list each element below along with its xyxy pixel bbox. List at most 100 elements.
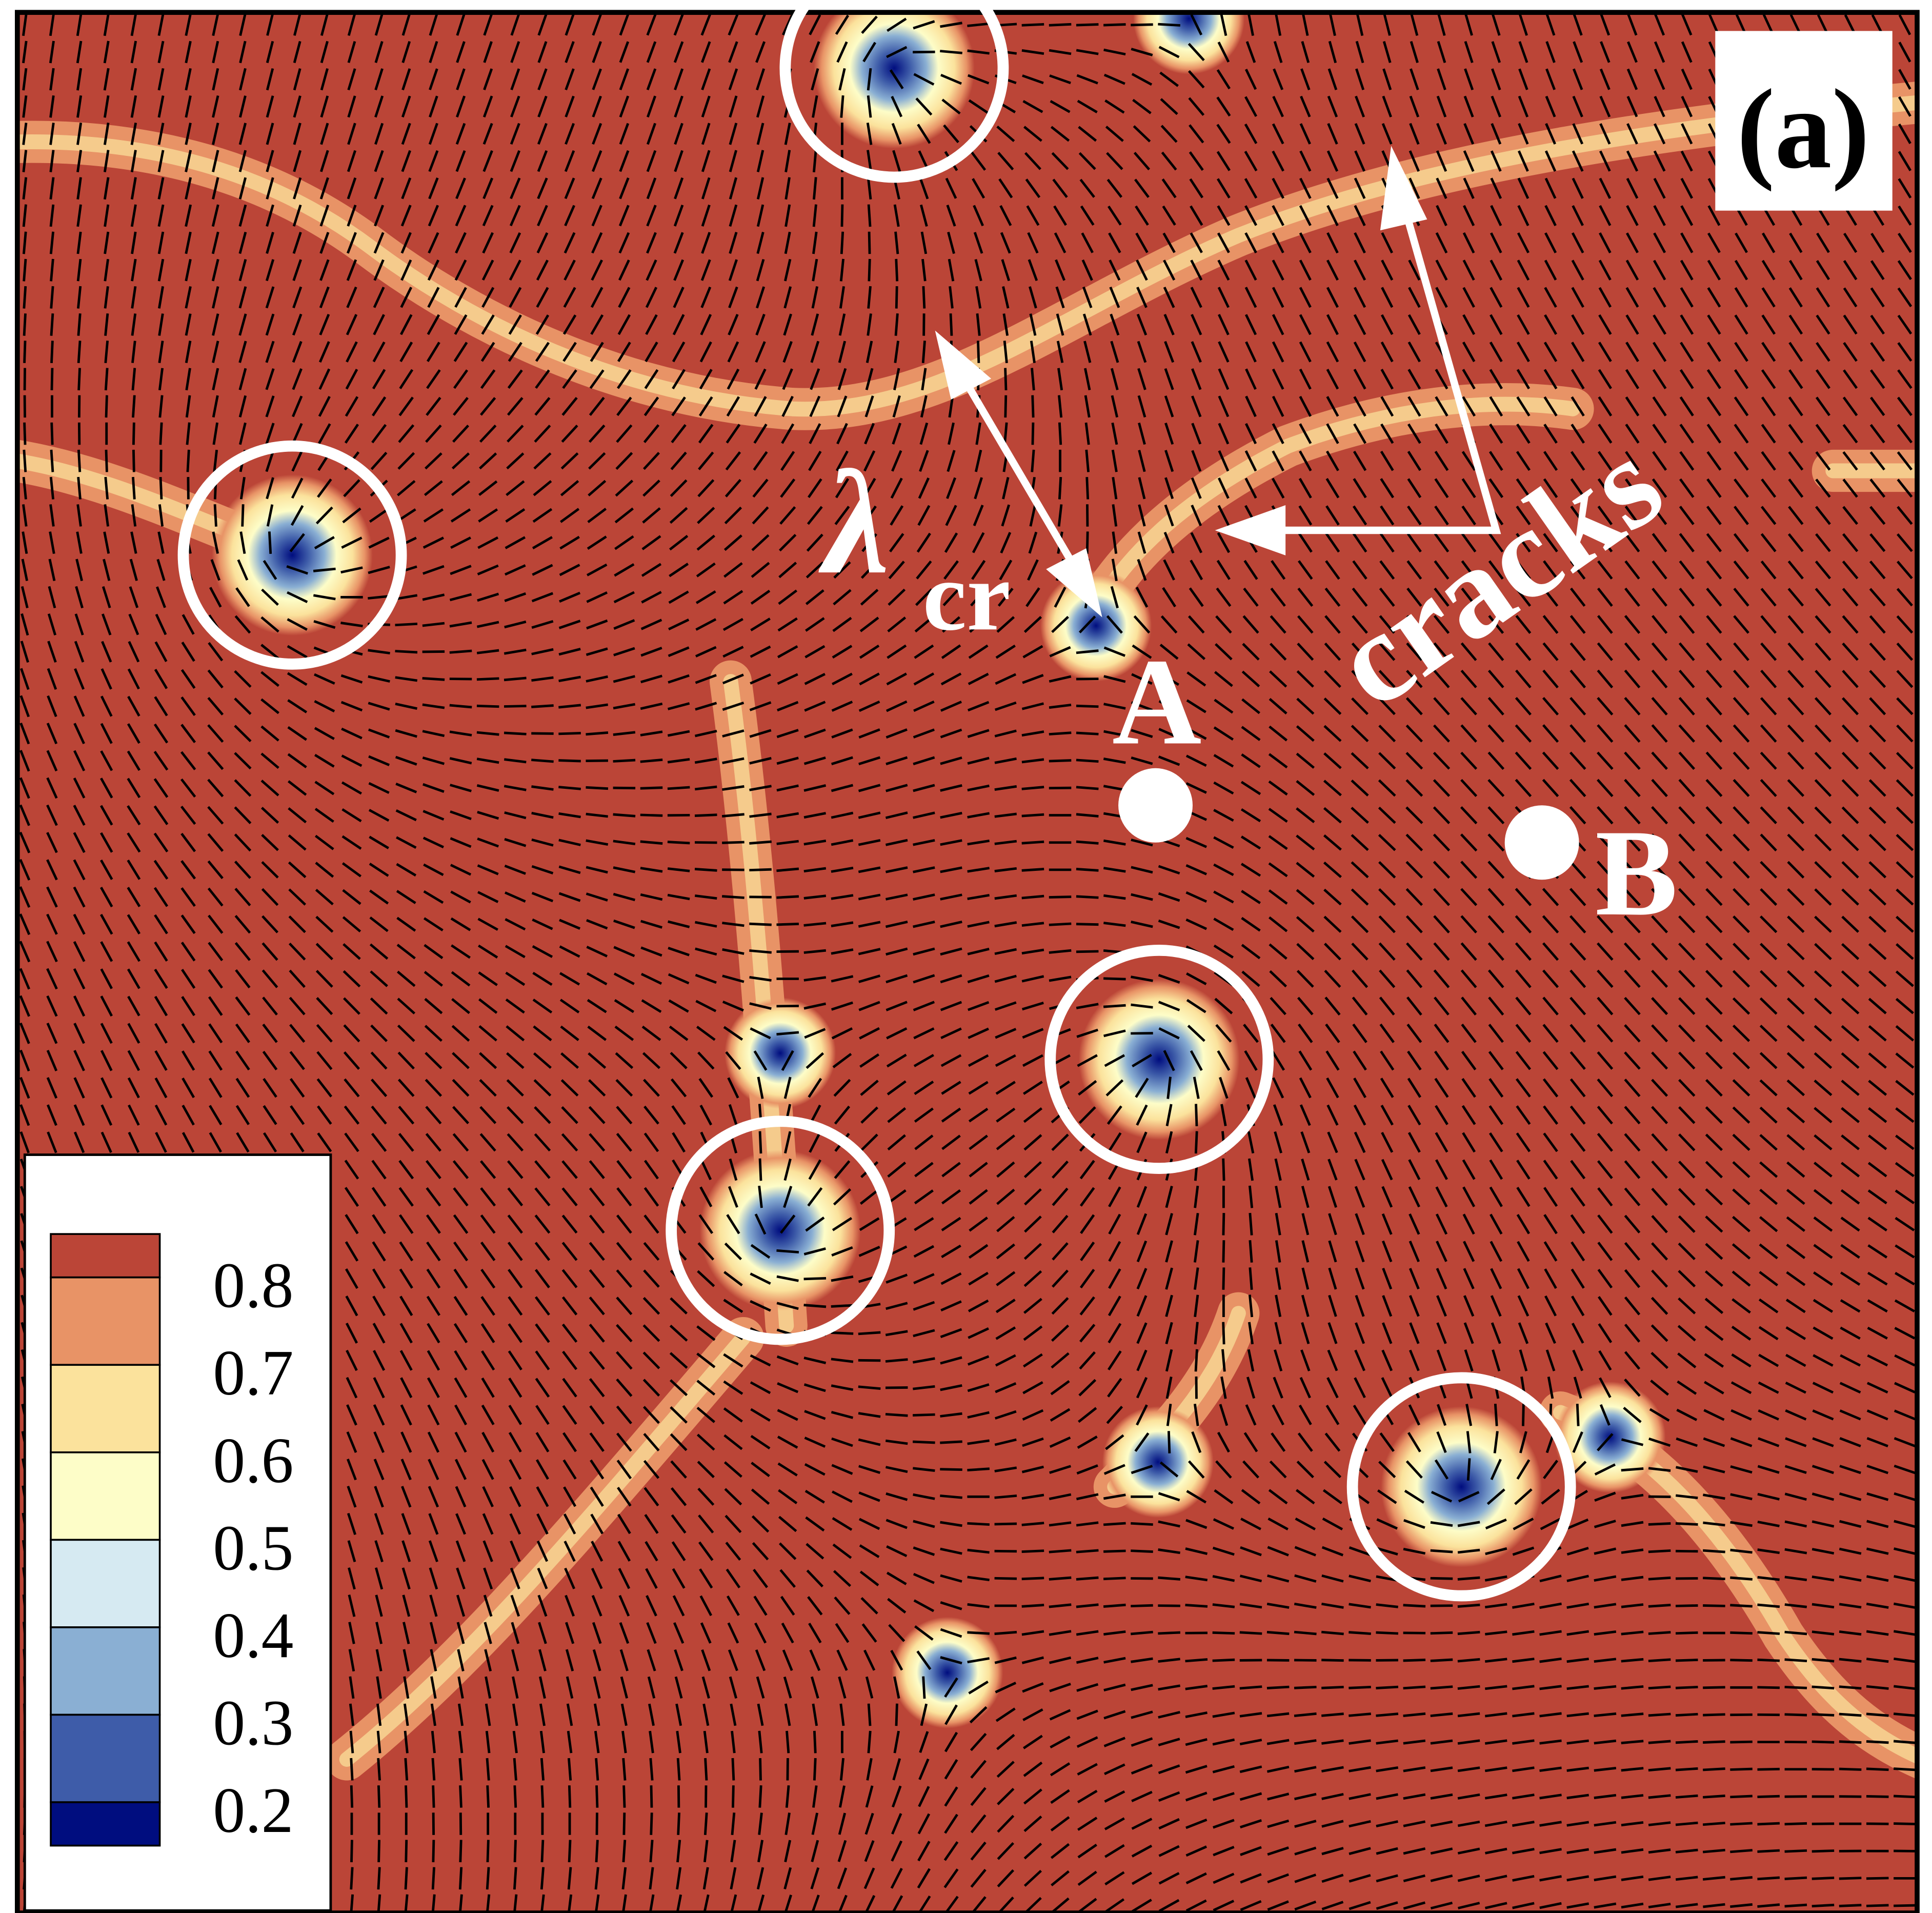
- director-line: [397, 1079, 415, 1097]
- director-line: [1515, 1051, 1532, 1070]
- director-line: [703, 1730, 709, 1753]
- director-line: [776, 812, 799, 819]
- director-line: [1462, 232, 1475, 254]
- director-line: [1484, 1739, 1507, 1745]
- director-line: [1185, 1604, 1208, 1608]
- director-line: [1842, 451, 1858, 471]
- director-line: [128, 1131, 140, 1153]
- director-line: [1567, 1518, 1589, 1530]
- director-line: [1542, 696, 1559, 716]
- director-line: [73, 859, 86, 881]
- director-line: [1543, 1132, 1558, 1152]
- director-line: [885, 839, 908, 846]
- director-line: [1029, 504, 1037, 527]
- director-line: [263, 1132, 277, 1153]
- director-line: [1022, 74, 1044, 85]
- director-line: [481, 314, 495, 335]
- director-line: [1406, 942, 1423, 961]
- director-line: [1023, 1869, 1042, 1887]
- director-line: [995, 1410, 1017, 1420]
- director-line: [234, 752, 252, 770]
- director-line: [157, 13, 165, 36]
- director-line: [234, 698, 252, 715]
- director-line: [180, 942, 196, 962]
- director-line: [1241, 726, 1261, 741]
- director-line: [619, 123, 630, 145]
- director-line: [886, 1545, 908, 1558]
- director-line: [731, 1758, 735, 1781]
- director-line: [1244, 1050, 1258, 1071]
- director-line: [1597, 1160, 1613, 1179]
- director-line: [867, 286, 872, 309]
- director-line: [1705, 861, 1723, 879]
- director-line: [534, 424, 551, 443]
- director-line: [429, 1622, 437, 1644]
- director-line: [1867, 1354, 1888, 1367]
- director-line: [1839, 1409, 1861, 1421]
- director-line: [1869, 670, 1886, 688]
- director-line: [586, 591, 608, 603]
- director-line: [1839, 1603, 1862, 1609]
- director-line: [1049, 1436, 1071, 1448]
- director-line: [1760, 560, 1777, 580]
- director-line: [1678, 1133, 1696, 1151]
- director-line: [885, 1412, 908, 1417]
- director-line: [750, 1300, 771, 1312]
- director-line: [1055, 259, 1066, 281]
- director-line: [615, 452, 633, 470]
- director-line: [785, 1785, 790, 1808]
- director-line: [1652, 506, 1667, 525]
- director-line: [642, 452, 660, 470]
- director-line: [1539, 1575, 1562, 1583]
- director-line: [1266, 1765, 1290, 1773]
- director-line: [127, 1023, 140, 1044]
- director-line: [207, 860, 224, 880]
- director-line: [459, 1840, 462, 1863]
- director-line: [512, 1676, 519, 1699]
- director-line: [1134, 1432, 1150, 1452]
- director-line: [423, 890, 444, 904]
- director-line: [861, 1623, 877, 1643]
- director-line: [509, 1513, 521, 1535]
- director-line: [1271, 477, 1285, 499]
- director-line: [454, 260, 467, 281]
- director-line: [696, 1352, 716, 1368]
- director-line: [1378, 942, 1396, 961]
- director-line: [759, 1758, 762, 1781]
- director-line: [622, 1812, 626, 1835]
- director-line: [1705, 1079, 1723, 1097]
- director-line: [482, 1513, 494, 1535]
- director-line: [1403, 1901, 1426, 1910]
- director-line: [832, 672, 853, 686]
- director-line: [1543, 451, 1558, 471]
- director-line: [1491, 95, 1502, 117]
- director-line: [641, 1025, 661, 1041]
- director-line: [967, 867, 990, 873]
- director-line: [318, 368, 331, 390]
- director-line: [426, 1187, 441, 1207]
- director-line: [369, 916, 389, 932]
- director-line: [616, 1106, 633, 1125]
- director-line: [73, 1023, 85, 1044]
- director-line: [1705, 696, 1722, 716]
- director-line: [1465, 1404, 1473, 1426]
- director-line: [1241, 698, 1260, 714]
- director-line: [589, 1432, 605, 1452]
- director-line: [1189, 124, 1204, 144]
- director-line: [1486, 1488, 1505, 1505]
- director-line: [1214, 699, 1234, 714]
- director-line: [538, 1676, 546, 1699]
- director-line: [1572, 123, 1584, 145]
- director-line: [1219, 1077, 1229, 1099]
- director-line: [266, 232, 274, 254]
- director-line: [722, 646, 744, 658]
- director-line: [812, 150, 817, 173]
- director-line: [508, 1350, 522, 1371]
- director-line: [893, 368, 900, 390]
- director-line: [1267, 1517, 1289, 1530]
- director-line: [1517, 205, 1530, 226]
- director-line: [289, 969, 306, 988]
- director-line: [1867, 1271, 1888, 1286]
- director-line: [858, 1491, 880, 1502]
- director-line: [1076, 1028, 1098, 1038]
